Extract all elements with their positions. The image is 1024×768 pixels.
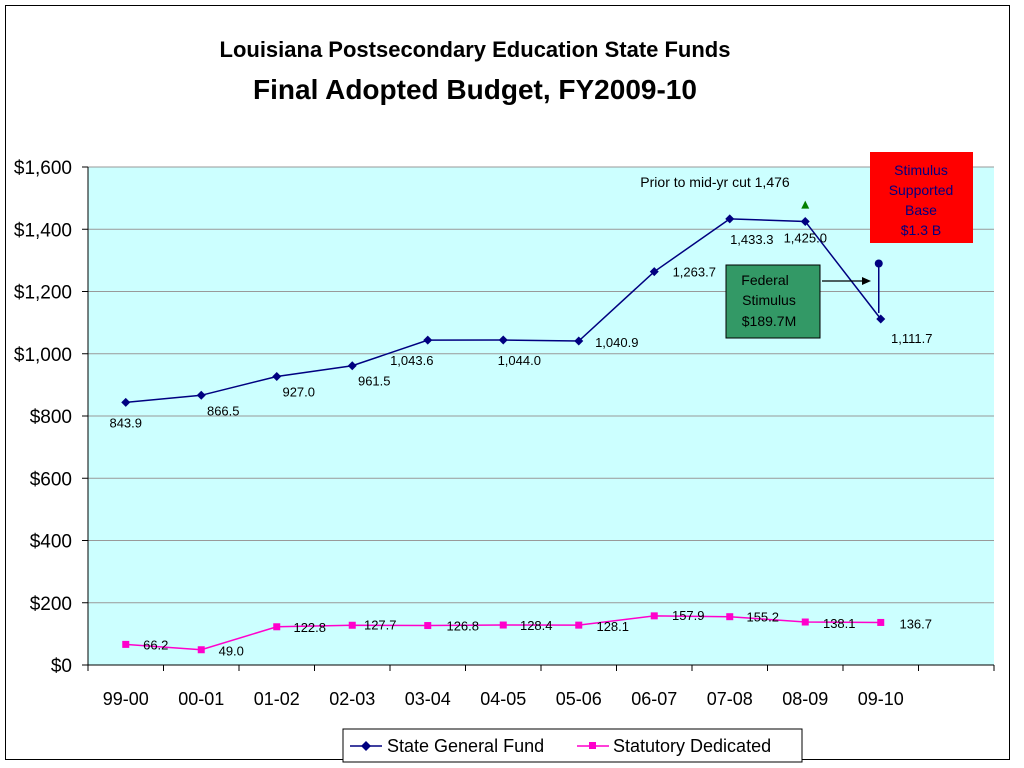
y-tick-label: $1,200 [14, 283, 72, 304]
stimulus-base-line-3: Base [905, 202, 937, 218]
data-point [575, 621, 583, 629]
series-0: 843.9 866.5 927.0 961.5 1,043.6 1,044.0 1,040.… [109, 214, 932, 430]
federal-stimulus-line-3: $189.7M [742, 313, 796, 329]
x-tick-label: 01-02 [254, 689, 300, 709]
data-label: 961.5 [358, 374, 391, 389]
y-tick-label: $400 [30, 532, 72, 553]
data-label: 1,111.7 [891, 331, 932, 346]
stimulus-base-line-1: Stimulus [894, 162, 948, 178]
data-label: 126.8 [446, 619, 479, 634]
chart-title: Louisiana Postsecondary Education State … [220, 37, 731, 62]
data-label: 138.1 [823, 616, 856, 631]
data-label: 157.9 [672, 608, 705, 623]
data-label: 866.5 [207, 403, 240, 418]
stimulus-base-line-4: $1.3 B [901, 222, 941, 238]
x-tick-label: 09-10 [858, 689, 904, 709]
x-tick-label: 02-03 [329, 689, 375, 709]
federal-stimulus-arrow-head [862, 277, 871, 285]
gridlines [88, 166, 994, 604]
data-point [725, 214, 735, 224]
x-tick-label: 04-05 [480, 689, 526, 709]
data-point [649, 267, 659, 277]
data-label: 927.0 [282, 384, 315, 399]
x-tick-label: 00-01 [178, 689, 224, 709]
x-tick-label: 08-09 [782, 689, 828, 709]
data-label: 1,425.0 [784, 230, 827, 245]
data-label: 49.0 [219, 644, 244, 659]
data-point [726, 613, 734, 621]
legend-box [342, 728, 803, 763]
axes: $0 $200 $400 $600 $800 $1,000 $1,200 $1,400 $1,6… [14, 158, 995, 709]
federal-stimulus-box [725, 264, 821, 339]
federal-stimulus-line-1: Federal [741, 272, 788, 288]
x-tick-label: 99-00 [103, 689, 149, 709]
data-point [801, 618, 809, 626]
x-tick-label: 07-08 [707, 689, 753, 709]
y-tick-label: $1,400 [14, 220, 72, 241]
x-tick-label: 03-04 [405, 689, 451, 709]
y-tick-label: $0 [51, 656, 72, 677]
data-label: 136.7 [899, 616, 932, 631]
stimulus-base-box [870, 152, 973, 243]
legend: State General Fund Statutory Dedicated [342, 728, 803, 763]
series-layer: 843.9 866.5 927.0 961.5 1,043.6 1,044.0 1,040.… [109, 214, 932, 659]
data-point [121, 397, 131, 407]
data-point [273, 623, 281, 631]
data-point [877, 618, 885, 626]
data-label: 843.9 [109, 415, 142, 430]
data-label: 128.1 [596, 619, 629, 634]
data-label: 66.2 [143, 637, 168, 652]
data-label: 127.7 [364, 617, 397, 632]
data-point [348, 621, 356, 629]
y-tick-label: $1,600 [14, 158, 72, 179]
data-point [876, 314, 886, 324]
y-tick-label: $600 [30, 469, 72, 490]
prior-cut-annotation: Prior to mid-yr cut 1,476 [640, 174, 790, 190]
federal-stimulus-line-2: Stimulus [742, 292, 796, 308]
data-point [424, 622, 432, 630]
legend-label-statutory-dedicated: Statutory Dedicated [613, 736, 771, 756]
legend-marker-statutory-dedicated [589, 742, 596, 749]
data-point [650, 612, 658, 620]
data-point [498, 335, 508, 345]
data-point [574, 336, 584, 346]
data-label: 1,040.9 [595, 335, 638, 350]
annotations: Prior to mid-yr cut 1,476 Stimulus Suppo… [640, 152, 973, 339]
data-label: 1,043.6 [390, 353, 433, 368]
data-label: 128.4 [520, 618, 553, 633]
data-label: 1,433.3 [730, 232, 773, 247]
data-label: 1,263.7 [673, 265, 716, 280]
y-tick-label: $200 [30, 594, 72, 615]
series-1: 66.2 49.0 122.8 127.7 126.8 128.4 128.1 157.9 15… [122, 608, 932, 659]
prior-cut-marker [801, 200, 810, 209]
data-point [122, 640, 130, 648]
stimulus-base-line-2: Supported [889, 182, 954, 198]
legend-marker-state-general-fund [361, 741, 371, 751]
data-point [423, 335, 433, 345]
data-point [197, 646, 205, 654]
chart-subtitle: Final Adopted Budget, FY2009-10 [253, 74, 697, 105]
legend-label-state-general-fund: State General Fund [387, 736, 544, 756]
data-point [272, 371, 282, 381]
data-point [800, 216, 810, 226]
data-label: 122.8 [293, 620, 326, 635]
stimulus-base-marker [874, 259, 883, 268]
data-point [347, 361, 357, 371]
y-tick-label: $800 [30, 407, 72, 428]
data-label: 1,044.0 [498, 353, 541, 368]
data-point [196, 390, 206, 400]
data-point [499, 621, 507, 629]
x-tick-label: 06-07 [631, 689, 677, 709]
data-label: 155.2 [746, 610, 779, 625]
y-tick-label: $1,000 [14, 345, 72, 366]
x-tick-label: 05-06 [556, 689, 602, 709]
